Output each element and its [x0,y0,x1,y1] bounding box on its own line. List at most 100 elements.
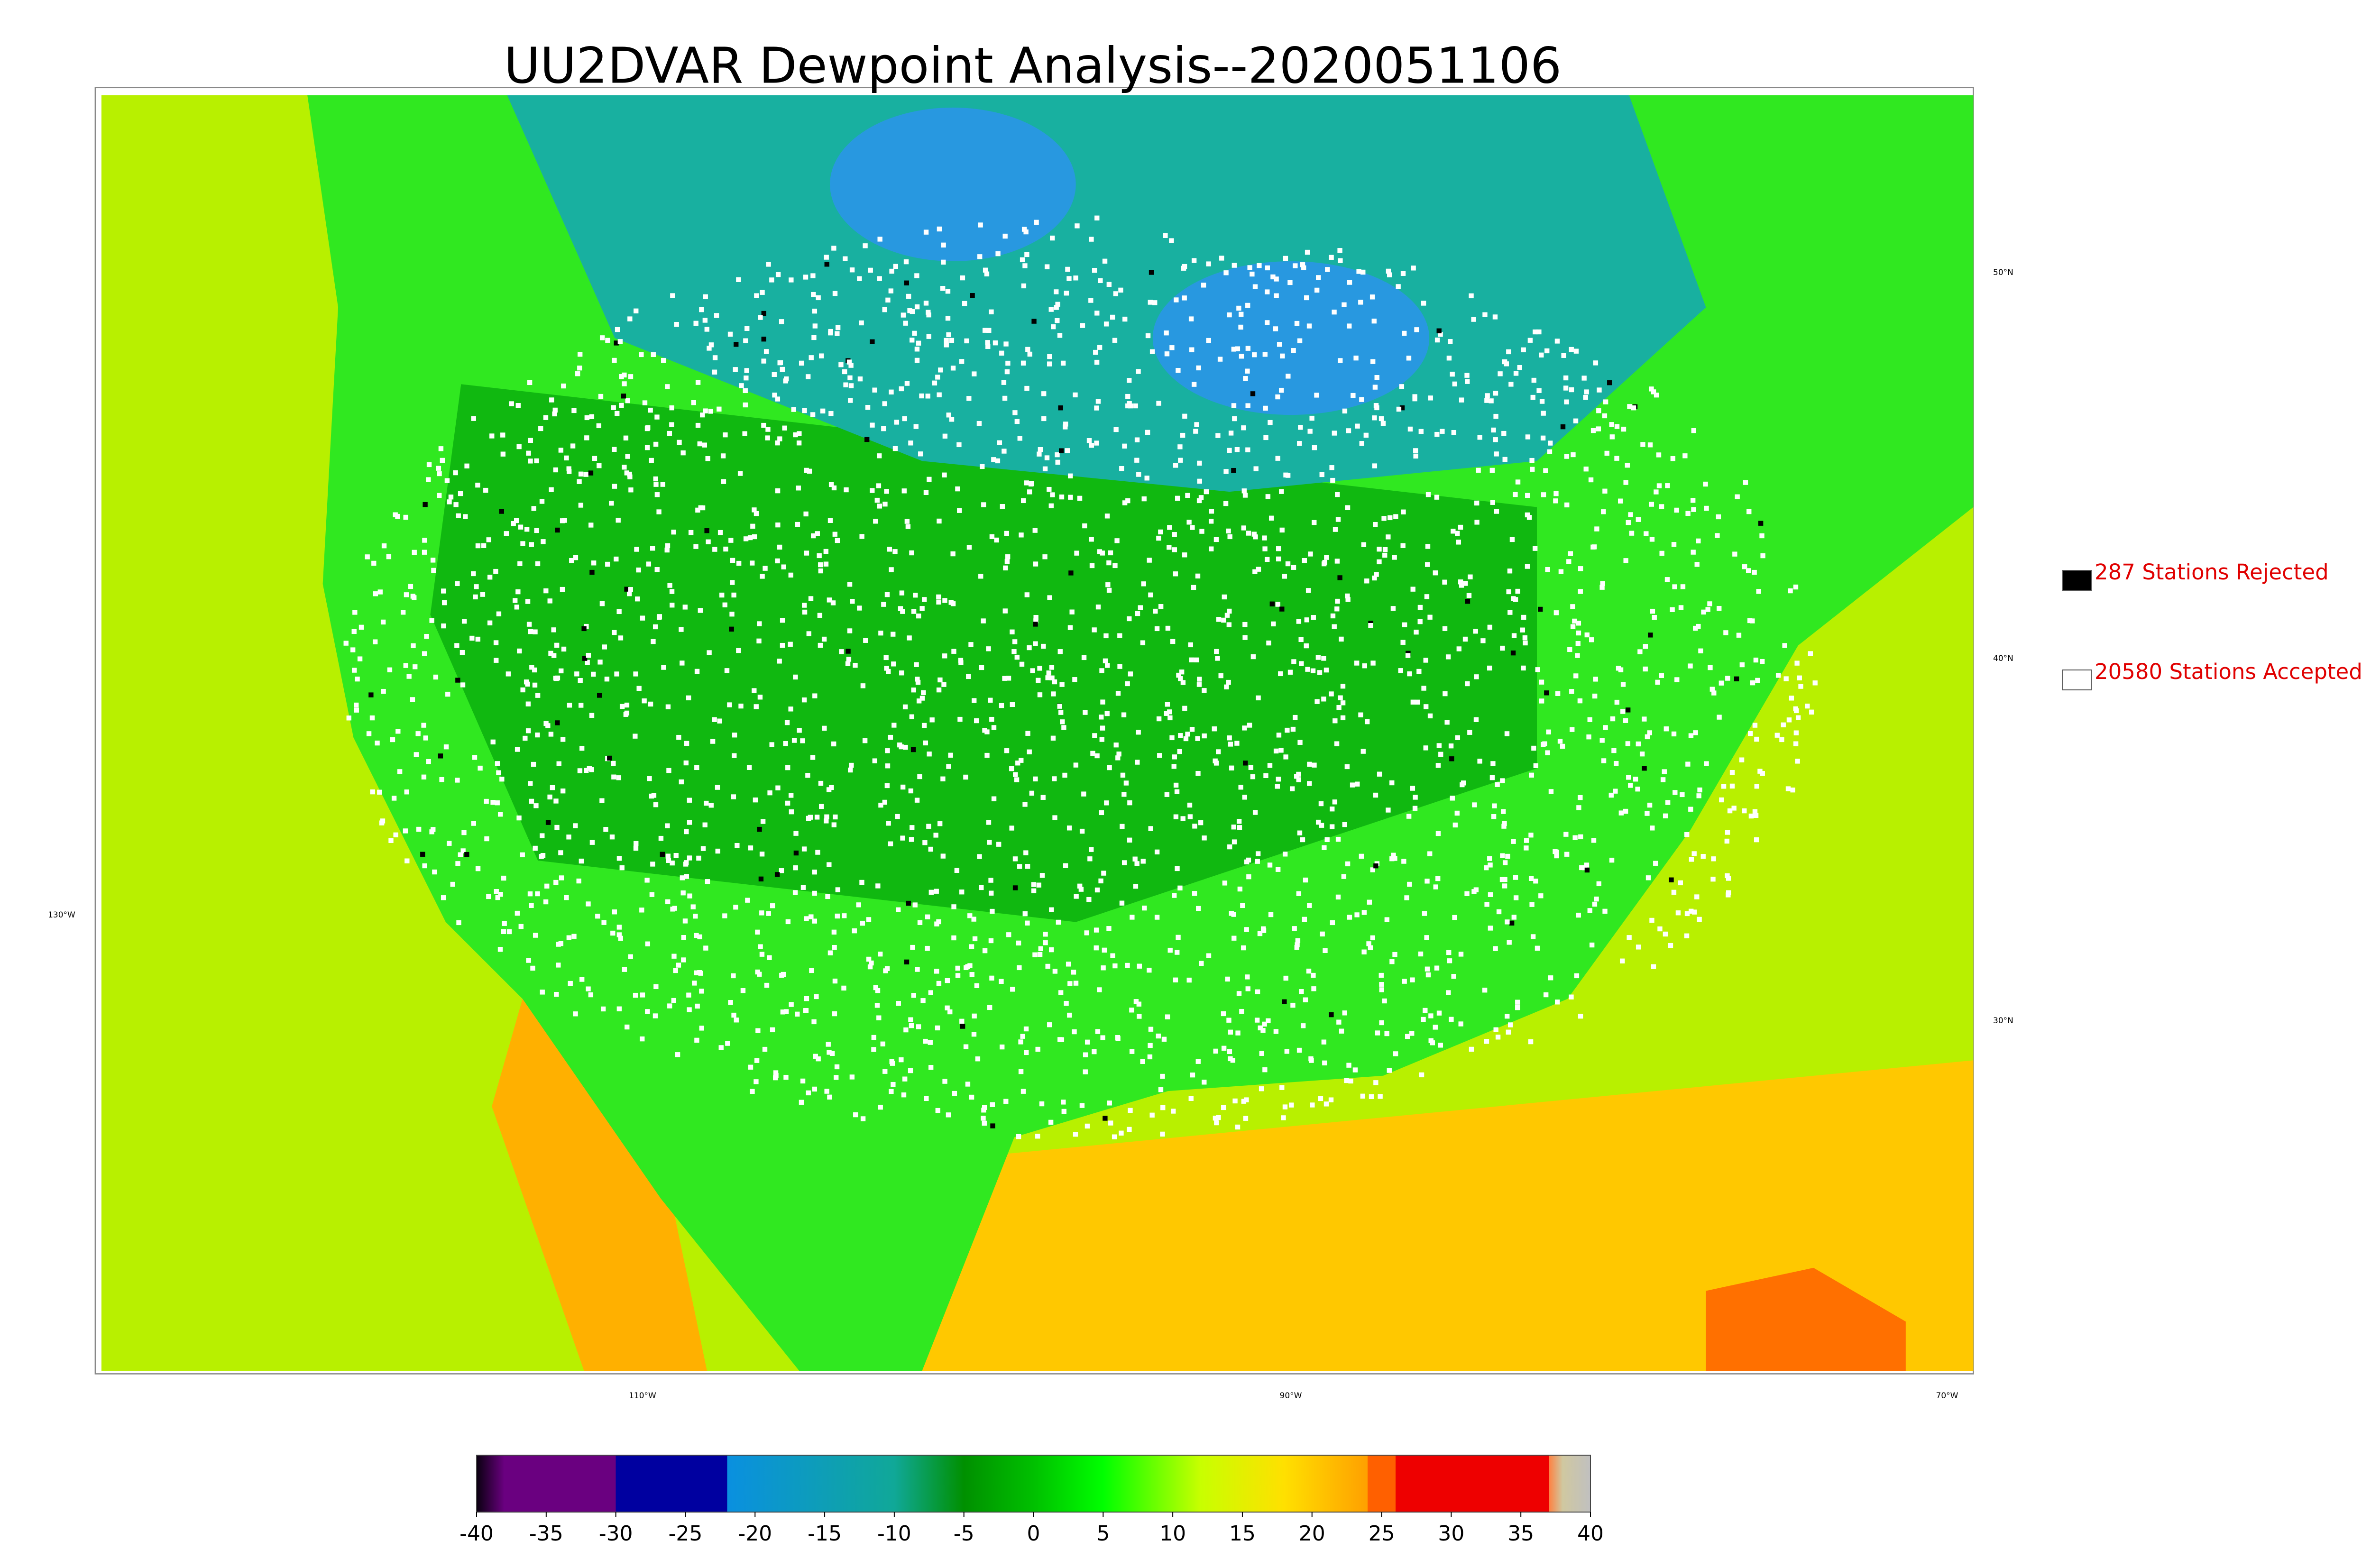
station [784,376,789,382]
station [1411,266,1416,271]
station [750,560,755,566]
station [687,893,692,899]
station [1566,559,1571,564]
station [1614,456,1619,461]
station [1322,1060,1327,1066]
station [529,665,534,670]
station [1484,1039,1489,1044]
station [1329,465,1334,470]
station [1380,421,1386,426]
station [887,547,892,552]
station [664,547,670,553]
station [1554,853,1559,859]
station [1462,636,1468,642]
station [528,781,533,786]
station [934,921,939,926]
station [1418,951,1424,957]
station [859,320,864,326]
legend-swatch [2062,669,2092,690]
station [1294,945,1299,950]
station [1257,263,1262,268]
station [704,528,709,533]
station [1041,416,1047,422]
station [1682,453,1688,458]
station [1240,903,1245,908]
station [959,359,965,364]
station [1650,608,1655,614]
station [1127,1127,1132,1132]
station [703,294,708,300]
station [1495,1035,1501,1040]
station [1216,1115,1221,1120]
station [1259,1051,1264,1056]
station [1373,792,1378,798]
station [527,891,533,897]
station [1469,293,1474,299]
station [846,657,852,662]
station [1525,434,1531,440]
station [889,567,894,572]
station [1226,622,1232,627]
station [928,846,933,852]
station [1451,529,1456,534]
station [1596,426,1601,431]
station [1494,451,1499,457]
station [475,543,481,549]
station [760,290,765,295]
station [1245,447,1250,452]
station [1030,668,1035,673]
station [1578,566,1583,571]
station [1276,733,1282,738]
station [884,666,889,671]
station [719,592,725,598]
station [1484,902,1489,907]
station [1295,942,1300,947]
station [1023,1026,1029,1032]
station [1507,610,1513,615]
station [533,803,539,808]
station [1266,640,1271,646]
station [989,890,994,896]
station [812,870,817,875]
station [1077,495,1083,501]
station [649,892,655,897]
station [1092,733,1097,738]
station [1287,669,1293,675]
station [1555,999,1560,1005]
station [1342,408,1348,414]
station [1050,324,1056,330]
station [935,1025,940,1031]
station [884,783,890,789]
station [1704,761,1709,766]
station [1446,990,1451,995]
station [1466,593,1472,598]
station [1285,473,1291,478]
station [517,648,522,654]
station [1485,393,1490,398]
station [932,380,937,385]
station [494,889,499,894]
station [1509,537,1515,542]
station [743,536,749,541]
station [827,597,832,603]
station [1663,726,1669,732]
station [1175,866,1180,871]
station [788,572,793,578]
station [1422,911,1427,916]
station [1489,468,1495,473]
station [1103,658,1108,664]
station [708,342,714,348]
station [988,697,993,703]
station [799,360,804,366]
station [463,514,468,519]
station [1254,1018,1260,1023]
station [785,800,790,806]
station [1609,434,1615,440]
station [982,1120,987,1126]
station [1538,893,1544,899]
station [1284,1049,1290,1054]
station [1507,569,1513,574]
station [793,831,799,836]
station [691,400,696,405]
station [903,259,909,265]
